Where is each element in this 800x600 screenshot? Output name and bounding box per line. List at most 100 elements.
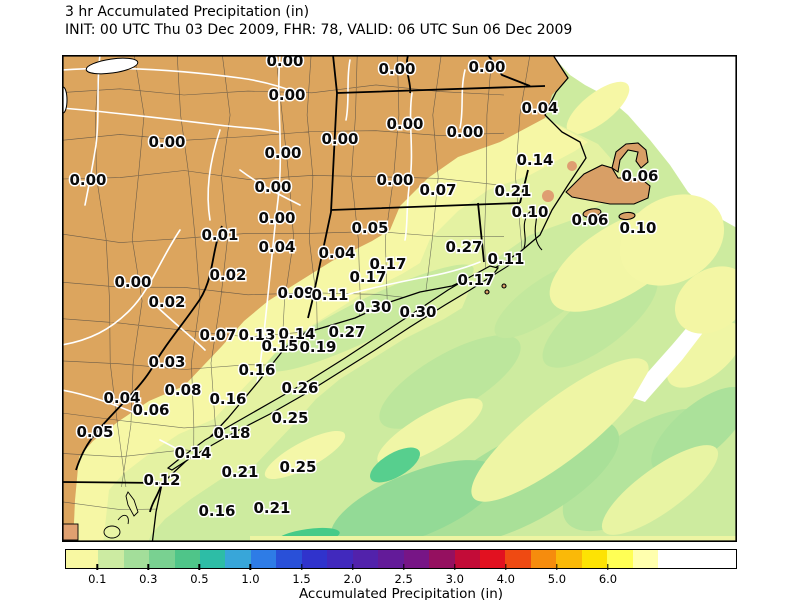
precip-value-label: 0.02 <box>209 266 246 284</box>
precip-value-label: 0.02 <box>148 293 185 311</box>
colorbar-segment <box>632 550 659 568</box>
plot-title: 3 hr Accumulated Precipitation (in) <box>65 4 310 20</box>
precip-value-label: 0.27 <box>445 238 482 256</box>
colorbar-segment <box>530 550 557 568</box>
precip-value-label: 0.10 <box>511 203 548 221</box>
colorbar-segment <box>250 550 277 568</box>
precip-map: 0.00 0.00 0.00 0.00 0.00 0.00 0.00 0.00 0.00 0.00… <box>62 55 737 542</box>
colorbar-segment <box>607 550 633 568</box>
precip-value-label: 0.00 <box>266 55 303 70</box>
colorbar-tick-label: 2.5 <box>394 572 413 586</box>
rivers-roads <box>62 55 481 481</box>
precip-value-label: 0.21 <box>494 182 531 200</box>
precip-value-label: 0.07 <box>199 326 236 344</box>
precip-value-label: 0.11 <box>311 286 348 304</box>
precip-value-label: 0.00 <box>268 86 305 104</box>
state-borders <box>62 55 546 513</box>
precip-value-label: 0.00 <box>114 273 151 291</box>
coastal-dry-patches <box>542 161 577 202</box>
precip-value-label: 0.04 <box>258 238 295 256</box>
colorbar-tick-label: 1.0 <box>241 572 260 586</box>
precip-value-label: 0.19 <box>299 338 336 356</box>
precip-value-label: 0.00 <box>446 123 483 141</box>
precip-value-label: 0.11 <box>487 250 524 268</box>
colorbar-segment <box>149 550 175 568</box>
colorbar-tick-label: 6.0 <box>598 572 618 586</box>
plot-subtitle: INIT: 00 UTC Thu 03 Dec 2009, FHR: 78, V… <box>65 22 573 38</box>
precip-value-label: 0.12 <box>143 471 180 489</box>
precip-value-label: 0.04 <box>318 244 355 262</box>
colorbar-segment <box>505 550 531 568</box>
bottom-strip <box>250 536 737 542</box>
precip-value-label: 0.00 <box>254 178 291 196</box>
precip-value-label: 0.00 <box>386 115 423 133</box>
long-island <box>166 265 500 471</box>
colorbar-axis-label: Accumulated Precipitation (in) <box>298 586 504 600</box>
colorbar-segment <box>174 550 200 568</box>
ny-harbor-detail <box>62 491 139 541</box>
precip-value-label: 0.00 <box>264 144 301 162</box>
colorbar-tick-label: 0.1 <box>88 572 107 586</box>
precip-value-label: 0.04 <box>103 389 140 407</box>
long-island-fork <box>491 260 517 277</box>
precip-value-label: 0.27 <box>328 323 365 341</box>
precip-value-label: 0.06 <box>621 167 658 185</box>
ocean-yellow-ne <box>566 81 737 334</box>
precip-value-label: 0.03 <box>148 353 185 371</box>
precip-value-label: 0.25 <box>279 458 316 476</box>
precip-value-label: 0.00 <box>258 209 295 227</box>
precip-value-label: 0.00 <box>468 58 505 76</box>
narragansett-bay <box>523 210 543 251</box>
precip-value-label: 0.26 <box>281 379 318 397</box>
precip-value-label: 0.13 <box>238 326 275 344</box>
colorbar-segment <box>378 550 404 568</box>
colorbar-tick-label: 1.5 <box>292 572 311 586</box>
colorbar-segment <box>658 550 736 568</box>
precip-value-label: 0.17 <box>349 268 386 286</box>
ocean-contour-streaks <box>264 208 737 542</box>
colorbar-segment <box>98 550 124 568</box>
colorbar-segment <box>556 550 582 568</box>
ocean-clear-region <box>553 55 737 228</box>
colorbar-segment <box>199 550 226 568</box>
precip-value-label: 0.16 <box>238 361 275 379</box>
precip-value-label: 0.18 <box>213 424 250 442</box>
colorbar <box>65 549 737 569</box>
precip-value-label: 0.14 <box>174 444 211 462</box>
colorbar-tick-label: 0.3 <box>139 572 158 586</box>
colorbar-segment <box>301 550 328 568</box>
colorbar-segment <box>479 550 506 568</box>
colorbar-segment <box>429 550 455 568</box>
colorbar-segment <box>581 550 608 568</box>
precip-value-label: 0.30 <box>354 298 391 316</box>
colorbar-tick-label: 2.0 <box>343 572 362 586</box>
precip-value-label: 0.09 <box>277 284 314 302</box>
plot-titles: 3 hr Accumulated Precipitation (in) INIT… <box>65 3 572 39</box>
precip-value-label: 0.07 <box>419 181 456 199</box>
precip-value-label: 0.16 <box>198 502 235 520</box>
precip-value-label: 0.05 <box>351 219 388 237</box>
precip-value-label: 0.30 <box>399 303 436 321</box>
precip-value-label: 0.04 <box>521 99 558 117</box>
colorbar-tick-label: 4.0 <box>496 572 515 586</box>
precip-value-label: 0.21 <box>221 463 258 481</box>
precip-value-label: 0.17 <box>369 255 406 273</box>
precip-value-label: 0.05 <box>76 423 113 441</box>
map-frame <box>62 55 737 542</box>
precip-value-label: 0.00 <box>376 171 413 189</box>
colorbar-segment <box>123 550 150 568</box>
precip-value-label: 0.14 <box>278 325 315 343</box>
precip-value-label: 0.16 <box>209 390 246 408</box>
band-005-010 <box>73 118 588 542</box>
precip-value-label: 0.08 <box>164 381 201 399</box>
precip-value-label: 0.00 <box>148 133 185 151</box>
colorbar-segment <box>327 550 353 568</box>
precip-value-label: 0.21 <box>253 499 290 517</box>
colorbar-tick-label: 0.5 <box>190 572 209 586</box>
precip-value-label: 0.01 <box>201 226 238 244</box>
precip-value-label: 0.10 <box>619 219 656 237</box>
colorbar-segment <box>403 550 430 568</box>
precip-value-label: 0.00 <box>69 171 106 189</box>
colorbar-segment <box>276 550 302 568</box>
